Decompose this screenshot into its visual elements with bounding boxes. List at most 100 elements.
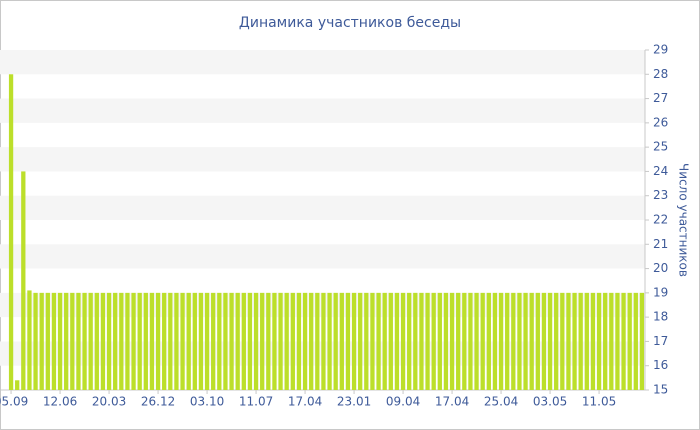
bar xyxy=(204,292,210,390)
bar xyxy=(229,292,234,390)
bar xyxy=(345,292,351,390)
bar xyxy=(235,292,240,390)
bar xyxy=(137,292,142,390)
x-tick-label: 05.09 xyxy=(0,395,28,409)
bar xyxy=(39,292,44,390)
y-tick-label: 24 xyxy=(653,164,668,178)
y-tick-label: 16 xyxy=(653,358,668,372)
bar xyxy=(572,292,577,390)
bar xyxy=(443,292,449,390)
bar xyxy=(388,292,393,390)
bar xyxy=(376,292,381,390)
bar xyxy=(364,292,369,390)
bar xyxy=(149,292,155,390)
bar xyxy=(505,292,510,390)
x-tick-label: 03.05 xyxy=(533,395,567,409)
x-tick-label: 11.05 xyxy=(582,395,616,409)
bar xyxy=(260,292,265,390)
bar xyxy=(76,292,81,390)
x-tick-label: 25.04 xyxy=(484,395,518,409)
bar xyxy=(155,292,161,390)
grid-band xyxy=(0,98,645,123)
bar xyxy=(284,292,289,390)
grid-band xyxy=(0,244,645,269)
bar xyxy=(168,292,173,390)
bar xyxy=(517,292,522,390)
bar xyxy=(511,292,516,390)
bar xyxy=(358,292,363,390)
bar xyxy=(131,292,136,390)
bar xyxy=(278,292,283,390)
bar xyxy=(100,292,106,390)
bar xyxy=(125,292,130,390)
bar xyxy=(290,292,295,390)
bar xyxy=(315,292,320,390)
bar xyxy=(621,292,626,390)
y-tick-label: 18 xyxy=(653,310,668,324)
bar xyxy=(296,292,302,390)
y-tick-label: 20 xyxy=(653,261,668,275)
bar xyxy=(186,292,191,390)
y-tick-label: 17 xyxy=(653,334,668,348)
bar xyxy=(431,292,436,390)
bar xyxy=(33,292,38,390)
bar xyxy=(468,292,473,390)
bar xyxy=(192,292,197,390)
grid-band xyxy=(0,195,645,220)
bar xyxy=(554,292,559,390)
x-tick-label: 09.04 xyxy=(386,395,420,409)
bar xyxy=(382,292,387,390)
bar xyxy=(51,292,57,390)
bar xyxy=(174,292,179,390)
bar xyxy=(339,292,344,390)
y-axis-label: Число участников xyxy=(677,163,691,277)
x-tick-label: 11.07 xyxy=(239,395,273,409)
bar xyxy=(560,292,565,390)
bar xyxy=(223,292,228,390)
bar xyxy=(633,292,638,390)
x-tick-label: 12.06 xyxy=(43,395,77,409)
bar xyxy=(217,292,222,390)
bar xyxy=(272,292,277,390)
bar xyxy=(94,292,99,390)
y-tick-label: 22 xyxy=(653,213,668,227)
chart-title: Динамика участников беседы xyxy=(239,15,461,31)
bar xyxy=(529,292,534,390)
bar xyxy=(547,292,553,390)
bar xyxy=(456,292,461,390)
y-tick-label: 28 xyxy=(653,67,668,81)
bar xyxy=(425,292,430,390)
bar xyxy=(333,292,338,390)
bar xyxy=(578,292,583,390)
bar xyxy=(45,292,50,390)
x-tick-label: 17.04 xyxy=(288,395,322,409)
y-tick-label: 25 xyxy=(653,140,668,154)
bar xyxy=(480,292,485,390)
bar xyxy=(70,292,75,390)
bar xyxy=(400,292,406,390)
bar xyxy=(639,292,645,390)
bar xyxy=(143,292,148,390)
x-tick-label: 23.01 xyxy=(337,395,371,409)
bar xyxy=(370,292,375,390)
bar xyxy=(21,171,26,390)
bar xyxy=(413,292,418,390)
bar xyxy=(198,292,204,390)
bar xyxy=(486,292,491,390)
grid-band xyxy=(0,147,645,172)
bar xyxy=(119,292,124,390)
bar xyxy=(113,292,118,390)
bar xyxy=(57,292,63,390)
y-tick-label: 26 xyxy=(653,115,668,129)
bar xyxy=(462,292,467,390)
bar xyxy=(27,290,32,390)
bar xyxy=(302,292,308,390)
y-tick-label: 15 xyxy=(653,383,668,397)
bar xyxy=(419,292,424,390)
bar xyxy=(627,292,632,390)
bar xyxy=(64,292,69,390)
bar xyxy=(88,292,93,390)
y-tick-label: 19 xyxy=(653,285,668,299)
bar xyxy=(590,292,596,390)
